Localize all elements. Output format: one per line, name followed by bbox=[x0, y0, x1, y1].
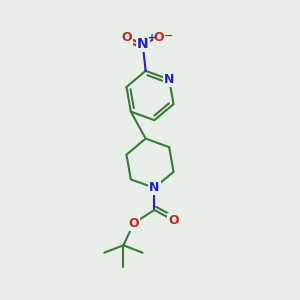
Text: O: O bbox=[154, 31, 164, 44]
Text: O: O bbox=[128, 217, 139, 230]
Text: N: N bbox=[137, 38, 148, 51]
Text: N: N bbox=[164, 73, 174, 86]
Text: −: − bbox=[164, 31, 173, 40]
Text: N: N bbox=[149, 182, 160, 194]
Text: +: + bbox=[148, 33, 156, 43]
Text: O: O bbox=[121, 31, 132, 44]
Text: O: O bbox=[168, 214, 179, 227]
